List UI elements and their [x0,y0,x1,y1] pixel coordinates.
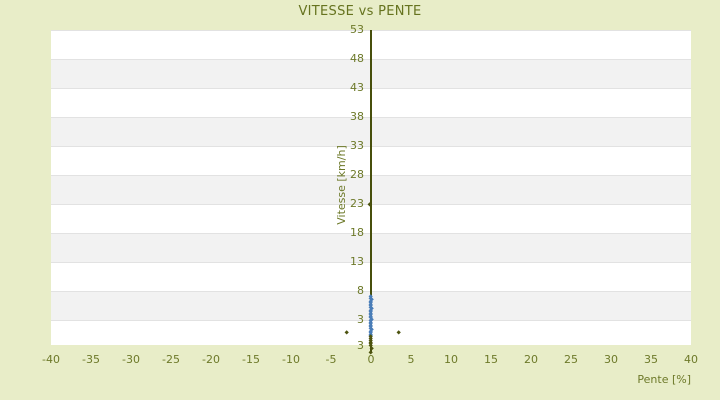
y-tick-label: 28 [350,168,364,182]
x-tick-label: -35 [82,353,100,366]
y-axis-label: Vitesse [km/h] [335,145,348,225]
x-tick-label: -25 [162,353,180,366]
y-tick-label: 8 [357,284,364,298]
y-tick-label: 38 [350,110,364,124]
y-tick-label: 33 [350,139,364,153]
x-tick-label: -5 [325,353,337,366]
y-tick-label: 48 [350,52,364,65]
x-tick-label: -10 [282,353,300,366]
y-tick-label: 23 [350,197,364,211]
y-tick-label: 18 [350,226,364,240]
x-tick-label: 25 [564,353,578,366]
x-tick-label: 0 [367,353,375,366]
y-tick-label: 3 [357,313,364,327]
zero-axis-line [370,30,372,353]
x-tick-label: 5 [407,353,415,366]
x-axis-label: Pente [%] [637,373,691,386]
x-tick-label: 40 [684,353,698,366]
y-tick-label: 53 [350,23,364,36]
chart-title: VITESSE vs PENTE [298,4,422,19]
y-tick-label: 43 [350,81,364,94]
x-tick-label: 30 [604,353,618,366]
x-tick-label: -30 [122,353,140,366]
x-tick-label: -40 [42,353,60,366]
x-tick-label: 20 [524,353,538,366]
y-tick-label: 13 [350,255,364,269]
y-tick-label: 3 [357,339,364,352]
x-tick-label: 15 [484,353,498,366]
x-tick-label: 10 [444,353,458,366]
x-tick-label: -20 [202,353,220,366]
x-tick-label: 35 [644,353,658,366]
x-tick-label: -15 [242,353,260,366]
